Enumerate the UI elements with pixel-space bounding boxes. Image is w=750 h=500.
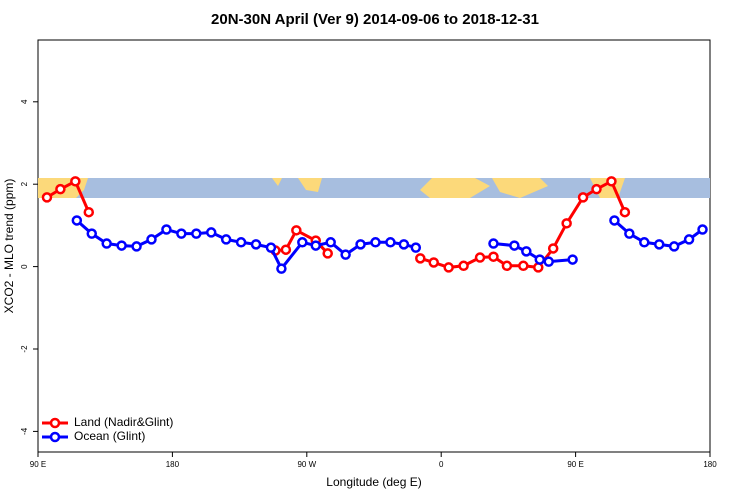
- point: [474, 252, 486, 263]
- x-tick-label: 0: [439, 460, 444, 469]
- point: [71, 215, 83, 226]
- point: [146, 234, 157, 245]
- point: [297, 237, 308, 248]
- legend-marker: [49, 431, 61, 443]
- y-tick-label: -4: [20, 427, 29, 435]
- point: [370, 237, 381, 248]
- point: [276, 263, 287, 274]
- point: [697, 224, 708, 235]
- point: [55, 183, 66, 195]
- series: [71, 215, 708, 274]
- point: [322, 248, 333, 259]
- point: [547, 243, 559, 254]
- y-tick-label: 0: [20, 264, 29, 269]
- point: [668, 241, 680, 252]
- point: [325, 237, 336, 248]
- x-tick-label: 90 E: [30, 460, 46, 469]
- x-axis-label: Longitude (deg E): [326, 475, 421, 489]
- point: [518, 260, 529, 272]
- point: [340, 249, 351, 260]
- point: [116, 240, 127, 251]
- point: [577, 192, 589, 203]
- point: [609, 215, 620, 226]
- x-tick-label: 180: [703, 460, 717, 469]
- legend-label: Ocean (Glint): [74, 429, 145, 443]
- point: [591, 183, 602, 195]
- point: [235, 237, 247, 248]
- point: [398, 239, 410, 250]
- point: [191, 228, 202, 239]
- point: [521, 246, 532, 257]
- x-tick-label: 180: [166, 460, 180, 469]
- point: [619, 206, 631, 218]
- point: [385, 237, 396, 248]
- point: [86, 228, 98, 239]
- point: [567, 254, 578, 265]
- x-tick-label: 90 E: [567, 460, 583, 469]
- point: [488, 238, 499, 249]
- point: [205, 227, 217, 238]
- point: [70, 176, 81, 187]
- point: [653, 239, 665, 250]
- point: [509, 240, 520, 251]
- y-tick-label: 4: [20, 99, 29, 104]
- point: [355, 239, 366, 250]
- point: [176, 228, 187, 239]
- legend-marker: [49, 417, 61, 429]
- point: [639, 237, 650, 248]
- legend-label: Land (Nadir&Glint): [74, 415, 173, 429]
- point: [488, 251, 499, 262]
- plot-frame: [37, 39, 711, 453]
- point: [161, 224, 172, 235]
- point: [265, 242, 277, 253]
- point: [101, 238, 112, 249]
- point: [131, 241, 142, 252]
- y-axis-label: XCO2 - MLO trend (ppm): [2, 179, 16, 314]
- y-tick-label: 2: [20, 181, 29, 186]
- point: [606, 176, 617, 187]
- point: [443, 262, 454, 273]
- point: [410, 242, 422, 253]
- point: [501, 260, 513, 272]
- point: [250, 239, 262, 250]
- point: [428, 257, 439, 268]
- point: [291, 225, 302, 236]
- point: [683, 234, 695, 245]
- point: [83, 206, 95, 218]
- point: [561, 218, 572, 229]
- point: [220, 234, 232, 245]
- point: [415, 253, 426, 264]
- point: [534, 254, 546, 265]
- x-tick-label: 90 W: [297, 460, 316, 469]
- point: [280, 244, 292, 255]
- point: [543, 256, 554, 267]
- point: [624, 228, 635, 239]
- y-tick-label: -2: [20, 345, 29, 353]
- point: [458, 260, 469, 272]
- point: [41, 192, 53, 203]
- point: [310, 240, 322, 251]
- chart-title: 20N-30N April (Ver 9) 2014-09-06 to 2018…: [211, 11, 539, 28]
